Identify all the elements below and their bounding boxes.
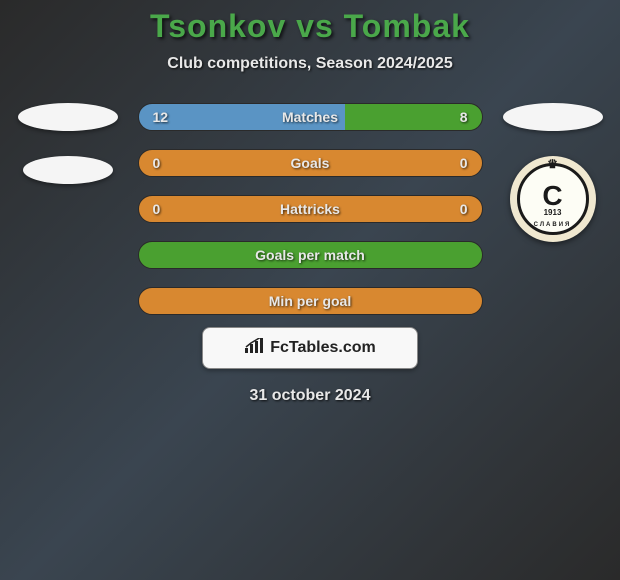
left-player-column bbox=[13, 103, 123, 184]
stat-row-min-per-goal: Min per goal bbox=[138, 287, 483, 315]
brand-chart-icon bbox=[244, 338, 266, 358]
stats-column: 12 Matches 8 0 Goals 0 0 Hattricks 0 Goa… bbox=[138, 103, 483, 315]
club-badge-inner: ♛ C 1913 СЛАВИЯ bbox=[517, 163, 589, 235]
stat-left-value: 0 bbox=[153, 201, 177, 217]
stat-row-matches: 12 Matches 8 bbox=[138, 103, 483, 131]
footer-date: 31 october 2024 bbox=[0, 387, 620, 405]
widget-root: Tsonkov vs Tombak Club competitions, Sea… bbox=[0, 0, 620, 405]
club-badge-letter: C bbox=[542, 182, 562, 210]
stat-label: Goals bbox=[291, 155, 330, 171]
stat-left-value: 0 bbox=[153, 155, 177, 171]
club-badge-right: ♛ C 1913 СЛАВИЯ bbox=[510, 156, 596, 242]
stat-label: Hattricks bbox=[280, 201, 340, 217]
player-chip-left-2 bbox=[23, 156, 113, 184]
player-chip-right-1 bbox=[503, 103, 603, 131]
page-subtitle: Club competitions, Season 2024/2025 bbox=[0, 55, 620, 73]
stat-right-value: 8 bbox=[444, 109, 468, 125]
stat-left-value: 12 bbox=[153, 109, 177, 125]
stat-right-value: 0 bbox=[444, 155, 468, 171]
club-badge-name: СЛАВИЯ bbox=[534, 222, 572, 228]
right-player-column: ♛ C 1913 СЛАВИЯ bbox=[498, 103, 608, 242]
brand-text: FcTables.com bbox=[270, 339, 376, 357]
stat-label: Goals per match bbox=[255, 247, 365, 263]
crown-icon: ♛ bbox=[547, 157, 558, 171]
content-row: 12 Matches 8 0 Goals 0 0 Hattricks 0 Goa… bbox=[0, 103, 620, 315]
player-chip-left-1 bbox=[18, 103, 118, 131]
stat-label: Min per goal bbox=[269, 293, 351, 309]
stat-row-goals: 0 Goals 0 bbox=[138, 149, 483, 177]
page-title: Tsonkov vs Tombak bbox=[0, 8, 620, 45]
stat-row-goals-per-match: Goals per match bbox=[138, 241, 483, 269]
stat-label: Matches bbox=[282, 109, 338, 125]
stat-row-hattricks: 0 Hattricks 0 bbox=[138, 195, 483, 223]
brand-link[interactable]: FcTables.com bbox=[202, 327, 418, 369]
stat-right-value: 0 bbox=[444, 201, 468, 217]
club-badge-year: 1913 bbox=[544, 208, 562, 217]
